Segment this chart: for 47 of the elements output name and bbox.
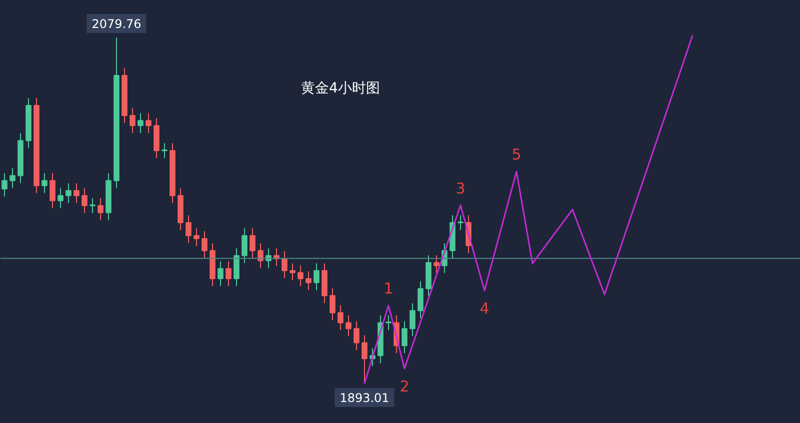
- candlestick: [98, 198, 104, 221]
- candlestick: [74, 182, 80, 204]
- candlestick: [138, 112, 144, 134]
- candlestick: [402, 320, 408, 354]
- candlestick: [2, 172, 8, 197]
- candlestick: [314, 262, 320, 291]
- text: 黄金4小时图: [301, 80, 380, 96]
- candlestick: [346, 314, 352, 337]
- candlestick: [418, 280, 424, 319]
- candlestick: [202, 230, 208, 259]
- candlestick: [58, 188, 64, 209]
- candlestick: [282, 250, 288, 279]
- annotation: 5: [512, 146, 522, 164]
- candlestick: [242, 228, 248, 264]
- candlestick: [162, 142, 168, 158]
- candlestick: [458, 214, 464, 231]
- candlestick: [434, 254, 440, 274]
- annotation: 4: [480, 300, 490, 318]
- candlestick: [258, 242, 264, 269]
- candlestick: [290, 262, 296, 281]
- annotation: 1893.01: [340, 390, 390, 405]
- annotation: 1: [384, 280, 394, 298]
- candlestick: [250, 228, 256, 259]
- candlestick: [194, 228, 200, 246]
- candlestick: [186, 214, 192, 244]
- candlestick: [130, 108, 136, 134]
- candlestick: [410, 302, 416, 337]
- candlestick: [362, 334, 368, 384]
- candlestick: [218, 260, 224, 287]
- candlestick: [338, 304, 344, 331]
- candlestick: [306, 270, 312, 291]
- candlestick: [66, 182, 72, 204]
- candlestick: [234, 248, 240, 287]
- candlestick: [90, 198, 96, 214]
- annotation: 3: [456, 179, 466, 198]
- annotation: 2079.76: [92, 16, 142, 31]
- candlestick: [330, 288, 336, 321]
- candlestick: [298, 264, 304, 287]
- candlestick: [146, 112, 152, 134]
- candlestick: [386, 314, 392, 331]
- candlestick: [10, 168, 16, 189]
- candlestick: [42, 172, 48, 194]
- candlestick: [354, 320, 360, 351]
- candlestick: [226, 260, 232, 287]
- candlestick: [82, 188, 88, 214]
- candlestick: [50, 172, 56, 209]
- annotation: 2: [400, 378, 410, 396]
